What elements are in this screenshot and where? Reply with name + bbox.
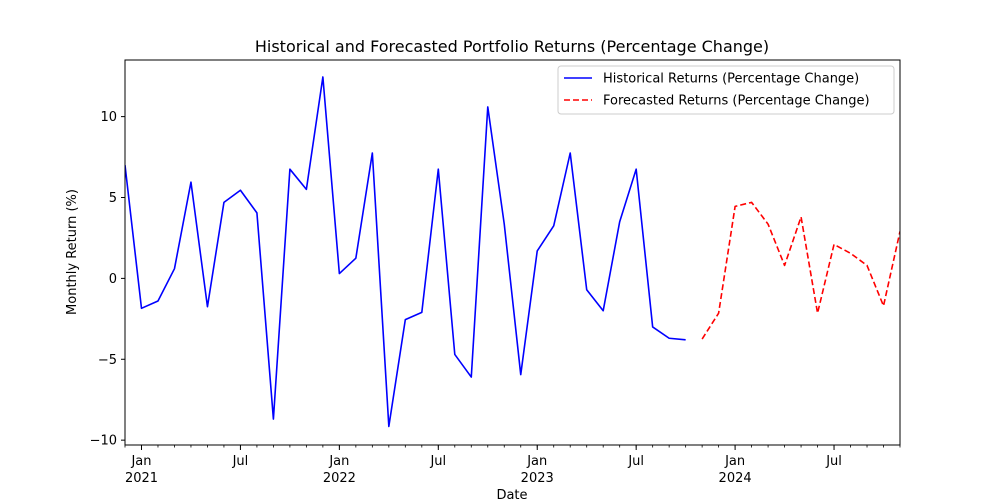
y-tick-label: 5 xyxy=(109,191,117,206)
x-tick-label: Jan xyxy=(724,454,745,469)
plot-frame xyxy=(124,59,901,446)
y-tick-label: 10 xyxy=(100,110,117,125)
plot-area xyxy=(125,76,900,428)
legend-label-0: Historical Returns (Percentage Change) xyxy=(603,72,859,87)
y-axis-label: Monthly Return (%) xyxy=(65,189,80,315)
legend-label-1: Forecasted Returns (Percentage Change) xyxy=(603,94,870,109)
x-tick-label: Jan xyxy=(328,454,349,469)
x-tick-label: Jul xyxy=(429,454,446,469)
y-tick-label: −5 xyxy=(98,353,117,368)
y-axis: −10 −5 0 5 10 xyxy=(90,110,125,449)
legend-box xyxy=(557,65,895,115)
x-tick-label: Jan xyxy=(526,454,547,469)
x-tick-year-label: 2024 xyxy=(719,471,752,486)
x-tick-label: Jul xyxy=(825,454,842,469)
x-tick-year-label: 2023 xyxy=(521,471,554,486)
x-tick-year-label: 2021 xyxy=(125,471,158,486)
series-line-1 xyxy=(701,201,900,340)
x-axis: Jan 2021 Jul Jan 2022 Jul Jan 2023 Jul Jan 2024 Jul xyxy=(124,445,901,486)
y-tick-label: 0 xyxy=(109,272,117,287)
legend: Historical Returns (Percentage Change) Fo… xyxy=(557,65,895,115)
x-tick-label: Jan xyxy=(130,454,151,469)
series-line-0 xyxy=(125,76,686,428)
chart-title: Historical and Forecasted Portfolio Retu… xyxy=(255,37,769,56)
y-tick-label: −10 xyxy=(90,434,117,449)
x-tick-label: Jul xyxy=(232,454,249,469)
x-tick-year-label: 2022 xyxy=(323,471,356,486)
x-axis-label: Date xyxy=(496,488,527,500)
x-tick-label: Jul xyxy=(627,454,644,469)
